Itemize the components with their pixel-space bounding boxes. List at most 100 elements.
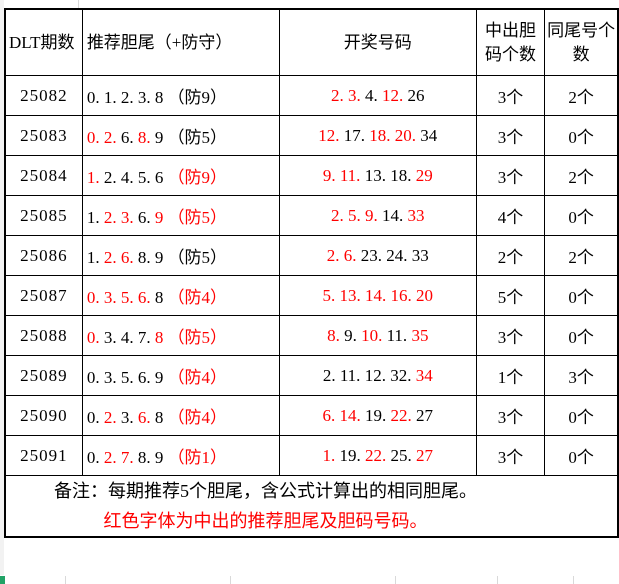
header-hit-count[interactable]: 中出胆码个数 xyxy=(475,8,546,76)
period-cell[interactable]: 25086 xyxy=(4,235,83,276)
same-tail-count-cell[interactable]: 3个 xyxy=(544,355,619,396)
recommend-tails-cell[interactable]: 0. 2. 7. 8. 9 （防1） xyxy=(81,435,280,476)
same-tail-count-cell[interactable]: 0个 xyxy=(544,115,619,156)
hit-count-cell[interactable]: 5个 xyxy=(475,275,546,316)
period-cell[interactable]: 25090 xyxy=(4,395,83,436)
same-tail-count-cell[interactable]: 0个 xyxy=(544,315,619,356)
number-segment: 2. xyxy=(103,128,121,147)
winning-numbers-cell[interactable]: 8. 9. 10. 11. 35 xyxy=(278,315,477,356)
number-segment: 32. xyxy=(390,365,416,385)
number-segment: 6. xyxy=(137,208,155,227)
same-tail-count-cell[interactable]: 2个 xyxy=(544,75,619,116)
period-cell[interactable]: 25089 xyxy=(4,355,83,396)
number-segment: 13. xyxy=(364,165,391,185)
number-segment: 12. xyxy=(382,85,408,105)
number-segment: 1. xyxy=(86,248,104,267)
number-segment: 11. xyxy=(386,325,412,345)
hit-count-cell[interactable]: 1个 xyxy=(475,355,546,396)
number-segment: 34 xyxy=(415,365,433,385)
number-segment: 5. xyxy=(322,285,340,305)
number-segment: 2. xyxy=(326,245,344,265)
number-segment: 5. xyxy=(348,205,365,225)
header-recommend-tails[interactable]: 推荐胆尾（+防守） xyxy=(81,8,280,76)
sheet-gridline xyxy=(573,576,574,584)
number-segment: 2. xyxy=(331,85,348,105)
number-segment: 1. xyxy=(86,168,104,187)
note-line-2: 红色字体为中出的推荐胆尾及胆码号码。 xyxy=(103,511,428,531)
period-cell[interactable]: 25085 xyxy=(4,195,83,236)
note-cell[interactable]: 备注：每期推荐5个胆尾，含公式计算出的相同胆尾。 红色字体为中出的推荐胆尾及胆码… xyxy=(4,475,619,538)
number-segment: 3. xyxy=(103,368,121,387)
note-line-1: 备注：每期推荐5个胆尾，含公式计算出的相同胆尾。 xyxy=(54,481,477,501)
number-segment: 0. xyxy=(86,88,104,107)
header-winning-numbers[interactable]: 开奖号码 xyxy=(278,8,477,76)
note-row: 备注：每期推荐5个胆尾，含公式计算出的相同胆尾。 红色字体为中出的推荐胆尾及胆码… xyxy=(4,475,619,538)
hit-count-cell[interactable]: 2个 xyxy=(475,235,546,276)
recommend-tails-cell[interactable]: 0. 3. 5. 6. 9 （防4） xyxy=(81,355,280,396)
number-segment: 35 xyxy=(411,325,429,345)
recommend-tails-cell[interactable]: 0. 3. 4. 7. 8 （防5） xyxy=(81,315,280,356)
same-tail-count-cell[interactable]: 0个 xyxy=(544,435,619,476)
recommend-tails-cell[interactable]: 0. 3. 5. 6. 8 （防4） xyxy=(81,275,280,316)
winning-numbers-cell[interactable]: 6. 14. 19. 22. 27 xyxy=(278,395,477,436)
winning-numbers-cell[interactable]: 2. 6. 23. 24. 33 xyxy=(278,235,477,276)
sheet-gridline xyxy=(65,576,66,584)
hit-count-cell[interactable]: 3个 xyxy=(475,155,546,196)
recommend-tails-cell[interactable]: 1. 2. 3. 6. 9 （防5） xyxy=(81,195,280,236)
header-same-tail-count[interactable]: 同尾号个数 xyxy=(544,8,619,76)
recommend-tails-cell[interactable]: 0. 2. 3. 6. 8 （防4） xyxy=(81,395,280,436)
number-segment: 10. xyxy=(361,325,387,345)
period-cell[interactable]: 25091 xyxy=(4,435,83,476)
number-segment: 9. xyxy=(365,205,382,225)
same-tail-count-cell[interactable]: 0个 xyxy=(544,195,619,236)
number-segment: 29 xyxy=(415,165,433,185)
recommend-tails-cell[interactable]: 0. 2. 6. 8. 9 （防5） xyxy=(81,115,280,156)
winning-numbers-cell[interactable]: 2. 11. 12. 32. 34 xyxy=(278,355,477,396)
sheet-margin-strip xyxy=(0,0,4,575)
hit-count-cell[interactable]: 3个 xyxy=(475,75,546,116)
period-cell[interactable]: 25084 xyxy=(4,155,83,196)
number-segment: 8. xyxy=(137,448,155,467)
hit-count-cell[interactable]: 3个 xyxy=(475,115,546,156)
number-segment: 18. xyxy=(369,125,395,145)
winning-numbers-cell[interactable]: 2. 3. 4. 12. 26 xyxy=(278,75,477,116)
number-segment: 9 xyxy=(154,368,168,387)
number-segment: 0. xyxy=(86,288,104,307)
number-segment: 8. xyxy=(137,128,155,147)
number-segment: （防5） xyxy=(167,248,228,267)
recommend-tails-cell[interactable]: 0. 1. 2. 3. 8 （防9） xyxy=(81,75,280,116)
hit-count-cell[interactable]: 3个 xyxy=(475,315,546,356)
winning-numbers-cell[interactable]: 2. 5. 9. 14. 33 xyxy=(278,195,477,236)
number-segment: 5. xyxy=(120,368,138,387)
winning-numbers-cell[interactable]: 9. 11. 13. 18. 29 xyxy=(278,155,477,196)
header-row: DLT期数 推荐胆尾（+防守） 开奖号码 中出胆码个数 同尾号个数 xyxy=(4,8,619,76)
period-cell[interactable]: 25088 xyxy=(4,315,83,356)
hit-count-cell[interactable]: 4个 xyxy=(475,195,546,236)
number-segment: 27 xyxy=(416,445,433,465)
recommend-tails-cell[interactable]: 1. 2. 4. 5. 6 （防9） xyxy=(81,155,280,196)
header-period[interactable]: DLT期数 xyxy=(4,8,83,76)
number-segment: 1. xyxy=(86,208,104,227)
winning-numbers-cell[interactable]: 5. 13. 14. 16. 20 xyxy=(278,275,477,316)
number-segment: 20. xyxy=(394,125,421,145)
same-tail-count-cell[interactable]: 2个 xyxy=(544,235,619,276)
recommend-tails-cell[interactable]: 1. 2. 6. 8. 9 （防5） xyxy=(81,235,280,276)
hit-count-cell[interactable]: 3个 xyxy=(475,435,546,476)
number-segment: 3. xyxy=(120,208,138,227)
number-segment: 2. xyxy=(103,168,121,187)
winning-numbers-cell[interactable]: 12. 17. 18. 20. 34 xyxy=(278,115,477,156)
period-cell[interactable]: 25082 xyxy=(4,75,83,116)
dlt-analysis-table: DLT期数 推荐胆尾（+防守） 开奖号码 中出胆码个数 同尾号个数 25082 0… xyxy=(4,8,619,538)
number-segment: 9 xyxy=(154,448,168,467)
period-cell[interactable]: 25087 xyxy=(4,275,83,316)
number-segment: 12. xyxy=(318,125,344,145)
number-segment: 3. xyxy=(103,288,121,307)
hit-count-cell[interactable]: 3个 xyxy=(475,395,546,436)
same-tail-count-cell[interactable]: 2个 xyxy=(544,155,619,196)
sheet-gridline xyxy=(78,0,79,8)
period-cell[interactable]: 25083 xyxy=(4,115,83,156)
winning-numbers-cell[interactable]: 1. 19. 22. 25. 27 xyxy=(278,435,477,476)
table-row: 25086 1. 2. 6. 8. 9 （防5） 2. 6. 23. 24. 33 2… xyxy=(4,235,619,276)
same-tail-count-cell[interactable]: 0个 xyxy=(544,275,619,316)
same-tail-count-cell[interactable]: 0个 xyxy=(544,395,619,436)
